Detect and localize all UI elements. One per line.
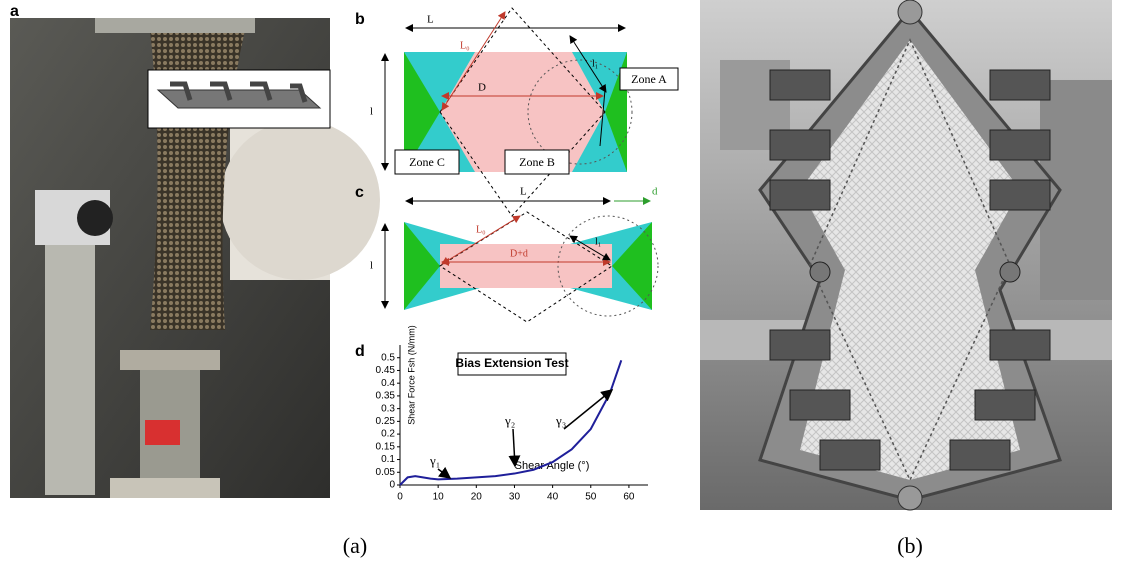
y-tick-label: 0.15: [376, 441, 396, 452]
y-tick-label: 0.3: [381, 403, 395, 414]
y-tick-label: 0.35: [376, 391, 396, 402]
annotation-arrow: [564, 390, 612, 429]
y-tick-label: 0.2: [381, 429, 395, 440]
label-width: l: [370, 106, 373, 118]
label-l: L: [427, 14, 434, 26]
label-l1: l₁: [595, 236, 601, 247]
label-d-plus-d: D+d: [510, 248, 528, 259]
y-tick-label: 0.4: [381, 378, 395, 389]
figure: a b c d L L₀ l₁ l D Zone A Zone C Zone B: [0, 0, 1121, 581]
panel-label: a: [10, 3, 19, 20]
label-d: D: [478, 82, 486, 94]
x-tick-label: 40: [547, 492, 559, 503]
y-tick-label: 0: [389, 480, 395, 491]
panel-label: b: [355, 11, 365, 28]
y-tick-label: 0.25: [376, 416, 396, 427]
zone-label: Zone A: [631, 72, 667, 86]
photo-b: [700, 0, 1112, 510]
y-tick-label: 0.1: [381, 454, 395, 465]
diagram-c: L d L₀ l₁ l D+d: [370, 186, 658, 322]
label-l0: L₀: [476, 224, 486, 235]
caption: (b): [897, 533, 923, 558]
annotation: γ₁: [429, 453, 440, 468]
label-width: l: [370, 260, 373, 272]
x-tick-label: 50: [585, 492, 597, 503]
y-axis-label: Shear Force Fsh (N/mm): [406, 325, 416, 425]
y-tick-label: 0.05: [376, 467, 396, 478]
x-tick-label: 0: [397, 492, 403, 503]
zone-label: Zone C: [409, 155, 445, 169]
x-tick-label: 60: [623, 492, 635, 503]
chart: Bias Extension Test 0 0.05 0.1 0.150.2 0.25 0…: [376, 325, 648, 502]
photo-a: [10, 18, 380, 498]
annotation: γ₃: [555, 413, 566, 428]
chart-title: Bias Extension Test: [455, 356, 568, 370]
x-tick-label: 10: [433, 492, 445, 503]
label-l0: L₀: [460, 40, 470, 51]
annotation: γ₂: [504, 413, 515, 428]
label-l: L: [520, 186, 527, 198]
annotation-arrow: [513, 429, 515, 466]
x-tick-label: 20: [471, 492, 483, 503]
x-tick-label: 30: [509, 492, 521, 503]
y-tick-label: 0.5: [381, 352, 395, 363]
label-l1: l₁: [592, 58, 598, 69]
y-tick-label: 0.45: [376, 365, 396, 376]
annotation-arrow: [438, 469, 450, 478]
zone-label: Zone B: [519, 155, 555, 169]
label-d: d: [652, 186, 658, 198]
panel-label: d: [355, 343, 365, 360]
caption: (a): [343, 533, 367, 558]
panel-label: c: [355, 184, 364, 201]
